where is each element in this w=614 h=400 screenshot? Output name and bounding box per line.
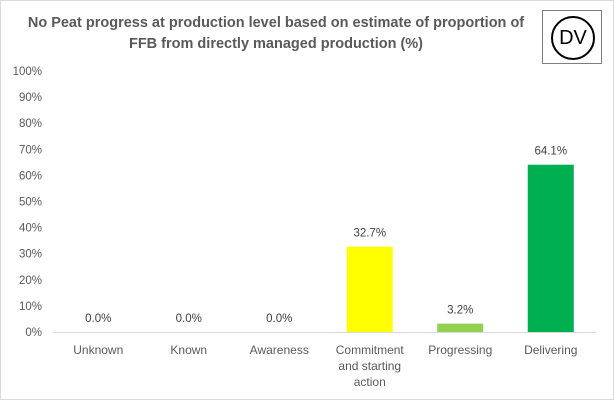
- category-label: Commitment: [336, 343, 405, 357]
- data-label: 64.1%: [534, 146, 567, 158]
- chart-title: No Peat progress at production level bas…: [27, 15, 525, 52]
- bar: [437, 323, 484, 332]
- category-label: Awareness: [250, 343, 309, 357]
- data-label: 0.0%: [85, 313, 111, 325]
- y-tick-label: 100%: [13, 66, 42, 78]
- category-label: Known: [170, 343, 207, 357]
- bar: [527, 164, 574, 332]
- y-tick-label: 10%: [19, 301, 42, 313]
- y-tick-label: 50%: [19, 197, 42, 209]
- data-label: 0.0%: [176, 313, 202, 325]
- dv-badge-label: DV: [551, 16, 595, 60]
- y-tick-label: 0%: [25, 327, 42, 339]
- data-label: 32.7%: [353, 228, 386, 240]
- category-label: action: [354, 375, 386, 389]
- y-tick-label: 30%: [19, 249, 42, 261]
- category-label: and starting: [338, 359, 401, 373]
- y-tick-label: 60%: [19, 170, 42, 182]
- y-tick-label: 20%: [19, 275, 42, 287]
- bar: [346, 246, 393, 332]
- category-label: Delivering: [524, 343, 577, 357]
- dv-badge: DV: [542, 10, 602, 64]
- category-label: Progressing: [428, 343, 492, 357]
- y-tick-label: 90%: [19, 92, 42, 104]
- category-label: Unknown: [73, 343, 123, 357]
- y-tick-label: 40%: [19, 223, 42, 235]
- data-label: 0.0%: [266, 313, 292, 325]
- data-label: 3.2%: [447, 305, 473, 317]
- y-tick-label: 80%: [19, 118, 42, 130]
- y-tick-label: 70%: [19, 144, 42, 156]
